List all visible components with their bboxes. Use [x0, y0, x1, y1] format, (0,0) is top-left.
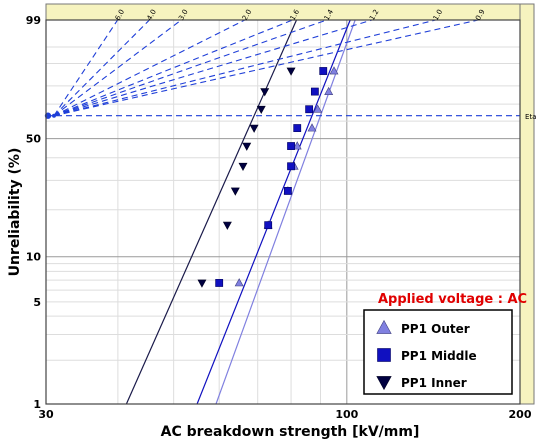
slope-line	[53, 19, 373, 117]
data-points	[197, 66, 339, 288]
legend-marker	[376, 376, 392, 391]
x-axis-title: AC breakdown strength [kV/mm]	[161, 424, 420, 440]
data-point	[242, 142, 252, 151]
data-point	[319, 67, 328, 75]
data-point	[287, 162, 295, 171]
data-point	[293, 124, 302, 132]
data-point	[260, 88, 270, 97]
fit-line	[215, 19, 356, 405]
data-point	[313, 104, 323, 113]
slope-band-right	[519, 3, 535, 405]
fit-line	[196, 19, 351, 405]
slope-line	[53, 19, 182, 117]
legend-label: PP1 Middle	[401, 349, 477, 363]
legend-marker	[377, 348, 391, 362]
legend-label: PP1 Outer	[401, 322, 470, 336]
y-tick-label: 5	[33, 296, 41, 309]
data-point	[222, 221, 232, 230]
grid	[45, 19, 521, 404]
x-tick-label: 100	[335, 408, 358, 421]
slope-line	[53, 19, 436, 117]
slope-line	[53, 19, 119, 117]
slope-line	[53, 19, 150, 117]
data-point	[215, 279, 224, 287]
data-point	[197, 279, 207, 288]
data-point	[230, 187, 240, 196]
slope-line	[53, 19, 479, 117]
legend: PP1 Outer PP1 Middle PP1 Inner	[363, 309, 513, 395]
annotation-applied-voltage: Applied voltage : AC	[378, 292, 527, 307]
x-tick-labels: 30 100 200	[38, 408, 531, 421]
slope-line	[53, 19, 327, 117]
data-point	[292, 141, 302, 150]
y-tick-label: 10	[26, 251, 42, 264]
data-point	[249, 124, 259, 133]
data-point	[329, 66, 339, 75]
slope-reference-lines	[44, 19, 520, 119]
y-axis-title: Unreliability (%)	[7, 148, 23, 277]
x-tick-label: 200	[509, 408, 532, 421]
data-point	[307, 123, 317, 132]
slope-line	[53, 19, 293, 117]
x-tick-label: 30	[38, 408, 54, 421]
slope-line	[53, 19, 246, 117]
data-point	[286, 67, 296, 76]
data-point	[305, 105, 314, 114]
eta-label: Eta	[525, 113, 536, 121]
data-point	[256, 105, 266, 115]
y-tick-label: 99	[26, 14, 41, 27]
data-point	[287, 142, 295, 150]
plot-frame	[45, 19, 521, 405]
legend-label: PP1 Inner	[401, 376, 467, 390]
data-point	[234, 278, 244, 287]
data-point	[284, 187, 292, 195]
legend-marker	[376, 319, 392, 334]
data-point	[238, 162, 248, 172]
y-tick-label: 1	[33, 398, 41, 411]
y-tick-label: 50	[26, 133, 42, 146]
data-point	[324, 86, 334, 95]
fit-lines	[125, 19, 356, 405]
pivot-point	[52, 113, 56, 118]
y-tick-labels: 1 5 10 50 99	[26, 14, 42, 411]
data-point	[264, 221, 273, 230]
fit-line	[125, 19, 298, 405]
data-point	[310, 87, 319, 96]
